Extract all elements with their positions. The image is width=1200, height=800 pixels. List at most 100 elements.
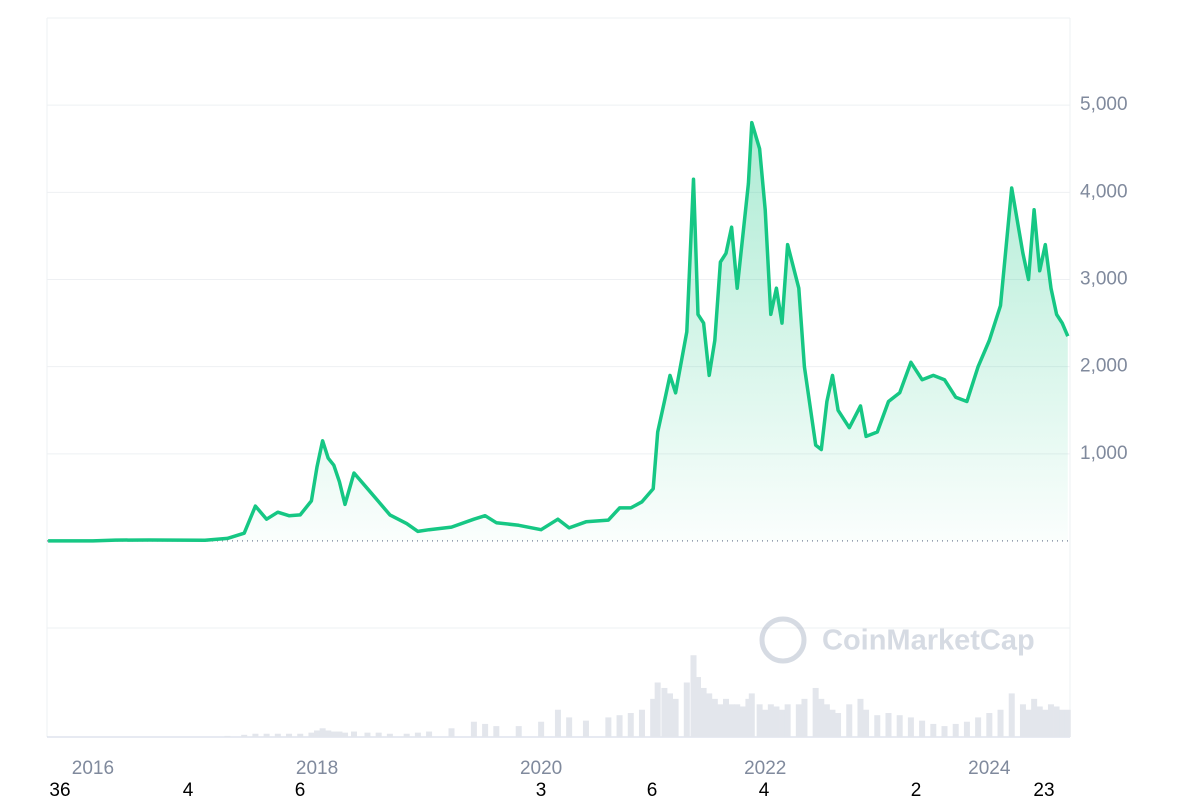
- volume-bar: [482, 723, 489, 737]
- volume-bar: [930, 723, 937, 737]
- volume-bar: [263, 733, 270, 737]
- volume-bar: [351, 731, 358, 737]
- volume-bar: [829, 709, 836, 737]
- y-tick-label: 2,000: [1080, 356, 1128, 377]
- x-tick-label: 2018: [296, 758, 338, 779]
- volume-bar: [711, 698, 718, 737]
- volume-bar: [723, 698, 730, 737]
- price-area: [48, 122, 1068, 541]
- volume-bar: [493, 726, 500, 737]
- footer-label: 3: [536, 780, 547, 800]
- volume-bar: [823, 704, 830, 737]
- volume-bar: [835, 713, 842, 737]
- volume-bar: [762, 709, 769, 737]
- watermark-logo: [759, 616, 807, 664]
- volume-bar: [314, 730, 321, 737]
- volume-bar: [812, 687, 819, 737]
- x-tick-label: 2024: [968, 758, 1011, 779]
- volume-bar: [224, 735, 231, 737]
- footer-label: 6: [647, 780, 658, 800]
- volume-bar: [1042, 709, 1049, 737]
- volume-bar: [650, 698, 657, 737]
- volume-bar: [336, 731, 343, 737]
- volume-bar: [308, 732, 315, 737]
- volume-bar: [638, 709, 645, 737]
- footer-label: 23: [1033, 780, 1054, 800]
- volume-bar: [801, 698, 808, 737]
- y-tick-label: 4,000: [1080, 181, 1128, 202]
- volume-bar: [364, 732, 371, 737]
- volume-bar: [767, 704, 774, 737]
- volume-bar: [515, 726, 522, 737]
- volume-bar: [1059, 709, 1066, 737]
- volume-bar: [403, 733, 410, 737]
- volume-bar: [582, 720, 589, 737]
- volume-bar: [941, 726, 948, 737]
- volume-bar: [274, 733, 281, 737]
- volume-bar: [986, 713, 993, 737]
- volume-bar: [325, 730, 332, 737]
- volume-bar: [700, 687, 707, 737]
- volume-bar: [773, 706, 780, 737]
- volume-bar: [997, 709, 1004, 737]
- volume-bar: [1053, 706, 1060, 737]
- volume-bar: [1064, 709, 1071, 737]
- volume-bar: [717, 704, 724, 737]
- footer-label: 4: [759, 780, 770, 800]
- volume-bar: [779, 709, 786, 737]
- volume-bar: [654, 682, 661, 737]
- footer-label: 6: [295, 780, 306, 800]
- volume-bar: [846, 704, 853, 737]
- volume-bar: [538, 721, 545, 737]
- volume-bar: [739, 706, 746, 737]
- volume-bar: [863, 709, 870, 737]
- volume-bar: [1031, 698, 1038, 737]
- volume-bar: [706, 693, 713, 737]
- volume-bar: [386, 733, 393, 737]
- volume-bar: [1036, 706, 1043, 737]
- y-tick-label: 3,000: [1080, 269, 1128, 290]
- volume-bar: [784, 704, 791, 737]
- volume-bar: [252, 733, 259, 737]
- volume-bar: [1008, 693, 1015, 737]
- volume-bar: [616, 715, 623, 737]
- volume-bar: [728, 704, 735, 737]
- volume-bar: [874, 715, 881, 737]
- volume-bar: [963, 721, 970, 737]
- volume-bar: [690, 655, 697, 737]
- volume-bar: [297, 733, 304, 737]
- price-line: [48, 120, 1070, 543]
- footer-label: 2: [911, 780, 922, 800]
- volume-bar: [330, 731, 337, 737]
- volume-bar: [661, 687, 668, 737]
- x-tick-label: 2022: [744, 758, 786, 779]
- volume-bar: [426, 731, 433, 737]
- volume-bar: [1047, 704, 1054, 737]
- volume-bar: [566, 717, 573, 737]
- watermark-text: CoinMarketCap: [822, 625, 1035, 657]
- footer-label: 4: [183, 780, 194, 800]
- volume-bar: [734, 704, 741, 737]
- volume-bar: [1019, 704, 1026, 737]
- volume-bar: [975, 717, 982, 737]
- volume-bar: [666, 693, 673, 737]
- volume-bar: [896, 715, 903, 737]
- volume-bar: [745, 698, 752, 737]
- volume-bar: [1025, 709, 1032, 737]
- volume-bar: [748, 693, 755, 737]
- volume-bar: [756, 704, 763, 737]
- volume-bar: [605, 717, 612, 737]
- volume-bar: [627, 713, 634, 737]
- volume-bar: [885, 713, 892, 737]
- volume-bar: [683, 682, 690, 737]
- volume-bar: [554, 709, 561, 737]
- volume-bar: [795, 704, 802, 737]
- y-tick-label: 5,000: [1080, 94, 1128, 115]
- y-tick-label: 1,000: [1080, 443, 1128, 464]
- x-tick-label: 2016: [72, 758, 114, 779]
- volume-bar: [414, 732, 421, 737]
- volume-bar: [919, 720, 926, 737]
- volume-bar: [342, 732, 349, 737]
